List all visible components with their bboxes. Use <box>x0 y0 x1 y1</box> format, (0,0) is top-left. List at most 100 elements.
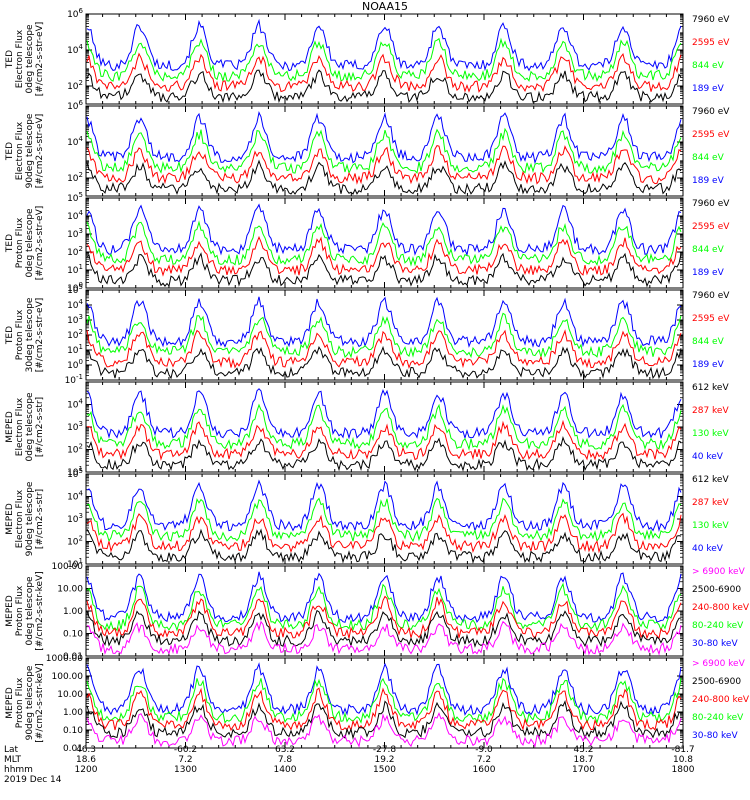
panel-5: 101 102 103 104 MEPEDElectron Flux0deg teles… <box>5 381 729 478</box>
y-tick-label: 101 <box>67 343 83 356</box>
y-tick-label: 103 <box>67 420 83 433</box>
x-mlt-label: 7.2 <box>477 755 491 765</box>
y-tick-label: 1.00 <box>63 607 83 617</box>
series-trace-4 <box>86 296 682 348</box>
series-trace-3 <box>86 687 682 732</box>
y-tick-label: 100.00 <box>52 562 84 572</box>
legend-entry: 2500-6900 <box>692 585 741 595</box>
legend-entry: 130 keV <box>692 429 729 439</box>
panel-6: 101 102 103 104 105 MEPEDElectron Flux90deg t… <box>5 467 729 570</box>
y-axis-label: TEDElectron Flux0deg telescope[#/cm2-s-s… <box>5 22 45 97</box>
panel-frame <box>85 289 684 381</box>
legend-entry: 189 eV <box>692 360 725 370</box>
series-trace-5 <box>86 662 682 716</box>
legend-entry: 7960 eV <box>692 15 730 25</box>
panel-3: 100 101 102 103 104 105 TEDProton Flux0deg tel… <box>5 191 730 294</box>
y-tick-label: 100 <box>67 281 83 294</box>
series-trace-2 <box>86 700 682 740</box>
legend-entry: 189 eV <box>692 84 725 94</box>
panel-4: 10-1 100 101 102 103 104 105 TEDProton Flux30de… <box>5 283 730 386</box>
y-tick-label: 103 <box>67 512 83 525</box>
y-axis-label: MEPEDElectron Flux0deg telescope[#/cm2-s… <box>5 392 45 462</box>
legend-entry: 287 keV <box>692 498 729 508</box>
series-trace-1 <box>86 69 682 104</box>
panel-frame <box>85 13 684 105</box>
legend-entry: 7960 eV <box>692 107 730 117</box>
series-trace-2 <box>86 145 682 185</box>
series-trace-3 <box>86 403 682 451</box>
y-tick-label: 101 <box>67 557 83 570</box>
series-trace-1 <box>86 528 682 565</box>
y-tick-label: 102 <box>67 535 83 548</box>
x-lat-label: -60.2 <box>174 745 197 755</box>
series-trace-4 <box>86 582 682 632</box>
y-tick-label: 102 <box>67 328 83 341</box>
series-trace-4 <box>86 479 682 533</box>
x-time-label: 1700 <box>572 765 595 775</box>
y-tick-label: 0.01 <box>63 744 83 754</box>
x-time-label: 1600 <box>473 765 496 775</box>
y-tick-label: 106 <box>67 7 83 20</box>
legend-entry: 40 keV <box>692 452 724 462</box>
series-trace-4 <box>86 388 682 440</box>
y-tick-label: 101 <box>67 465 83 478</box>
y-axis-label: TEDElectron Flux90deg telescope[#/cm2-s-… <box>5 113 45 188</box>
y-tick-label: 102 <box>67 443 83 456</box>
y-tick-label: 10-1 <box>65 373 83 386</box>
legend-entry: 612 keV <box>692 383 729 393</box>
panel-8: 0.01 0.10 1.00 10.00 100.00 1000.00MEPEDProto… <box>5 654 750 754</box>
x-row-label: Lat <box>4 745 19 755</box>
legend-entry: 844 eV <box>692 337 725 347</box>
y-tick-label: 10.00 <box>57 690 83 700</box>
legend-entry: 7960 eV <box>692 291 730 301</box>
series-trace-2 <box>86 329 682 370</box>
legend-entry: 612 keV <box>692 475 729 485</box>
panel-1: 102 104 106 TEDElectron Flux0deg telescope[… <box>5 7 730 105</box>
y-tick-label: 102 <box>67 245 83 258</box>
y-tick-label: 105 <box>67 283 83 296</box>
y-tick-label: 1.00 <box>63 708 83 718</box>
x-time-label: 1200 <box>75 765 98 775</box>
legend-entry: 844 eV <box>692 153 725 163</box>
series-trace-1 <box>86 159 682 195</box>
series-trace-2 <box>86 235 682 277</box>
legend-entry: > 6900 keV <box>692 567 746 577</box>
y-tick-label: 0.10 <box>63 726 83 736</box>
y-tick-label: 101 <box>67 263 83 276</box>
y-axis-label: TEDProton Flux0deg telescope[#/cm2-s-str… <box>5 206 45 281</box>
series-trace-2 <box>86 419 682 461</box>
y-tick-label: 106 <box>67 99 83 112</box>
legend-entry: 844 eV <box>692 245 725 255</box>
series-trace-1 <box>86 620 682 656</box>
x-lat-label: -27.8 <box>373 745 397 755</box>
y-tick-label: 104 <box>67 490 83 503</box>
legend-entry: 130 keV <box>692 521 729 531</box>
series-trace-1 <box>86 712 682 748</box>
legend-entry: 30-80 keV <box>692 639 738 649</box>
panel-frame <box>85 565 684 657</box>
legend-entry: 189 eV <box>692 176 725 186</box>
figure-title: NOAA15 <box>362 0 408 13</box>
x-lat-label: -81.7 <box>671 745 694 755</box>
series-trace-4 <box>86 18 682 72</box>
x-time-label: 1500 <box>373 765 396 775</box>
panel-frame <box>85 197 684 289</box>
series-trace-3 <box>86 220 682 267</box>
legend-entry: 80-240 keV <box>692 621 744 631</box>
series-trace-2 <box>86 609 682 648</box>
legend-entry: 40 keV <box>692 544 724 554</box>
x-mlt-label: 10.8 <box>673 755 693 765</box>
y-tick-label: 103 <box>67 227 83 240</box>
x-row-label: MLT <box>4 755 22 765</box>
series-trace-1 <box>86 252 682 288</box>
legend-entry: 240-800 keV <box>692 603 750 613</box>
x-time-label: 1300 <box>174 765 197 775</box>
date-label: 2019 Dec 14 <box>4 775 62 785</box>
y-tick-label: 0.10 <box>63 630 83 640</box>
x-row-label: hhmm <box>4 765 33 775</box>
legend-entry: 189 eV <box>692 268 725 278</box>
x-time-label: 1400 <box>274 765 297 775</box>
y-axis-label: MEPEDProton Flux90deg telescope[#/cm2-s-… <box>5 663 45 742</box>
series-trace-3 <box>86 312 682 359</box>
